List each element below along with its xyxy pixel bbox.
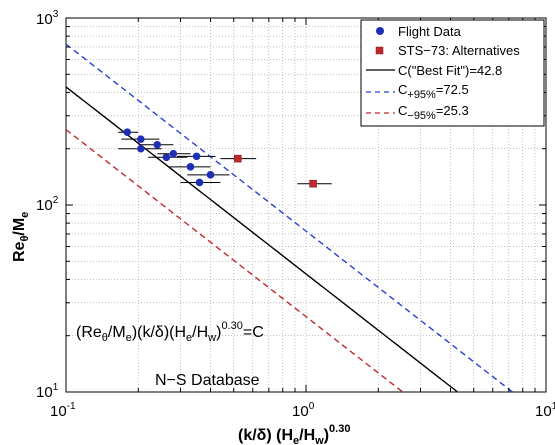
y-axis-label: Reθ/Me	[11, 212, 31, 262]
legend-label-sts73: STS−73: Alternatives	[398, 43, 520, 58]
data-point-circle	[186, 163, 195, 171]
data-point-circle	[192, 152, 201, 161]
legend-marker-flight-data	[376, 27, 384, 35]
legend-label-minus95: C−95%=25.3	[398, 103, 469, 122]
data-point-circle	[137, 135, 145, 143]
legend-box	[360, 19, 545, 127]
fit-line	[65, 129, 403, 392]
legend: Flight Data STS−73: Alternatives C("Best…	[360, 19, 545, 127]
x-axis-label: (k/δ) (He/Hw)0.30	[238, 423, 350, 445]
legend-label-flight-data: Flight Data	[398, 24, 462, 39]
data-point-circle	[153, 140, 162, 149]
x-tick-label-2: 100	[292, 401, 315, 420]
x-tick-label-1: 10-1	[50, 401, 76, 420]
data-points	[118, 128, 332, 188]
fit-lines	[65, 43, 513, 393]
y-tick-label-3: 103	[36, 9, 59, 28]
x-tick-label-3: 101	[535, 401, 555, 420]
legend-marker-sts73	[375, 46, 384, 55]
equation-annotation: (Reθ/Me)(k/δ)(He/Hw)0.30=C	[76, 320, 264, 344]
data-point-circle	[137, 144, 145, 153]
y-tick-label-1: 101	[36, 382, 59, 401]
data-point-circle	[195, 178, 204, 187]
database-annotation: N−S Database	[155, 372, 260, 389]
data-point-square	[234, 154, 242, 163]
data-point-circle	[123, 128, 132, 137]
legend-label-best-fit: C("Best Fit")=42.8	[398, 63, 502, 78]
fit-line	[65, 43, 513, 393]
data-point-circle	[162, 153, 171, 162]
legend-label-plus95: C+95%=72.5	[398, 82, 469, 101]
data-point-square	[309, 179, 317, 188]
y-tick-label-2: 102	[36, 195, 59, 214]
data-point-circle	[169, 149, 178, 158]
fit-line	[65, 86, 458, 393]
data-point-circle	[206, 171, 215, 179]
